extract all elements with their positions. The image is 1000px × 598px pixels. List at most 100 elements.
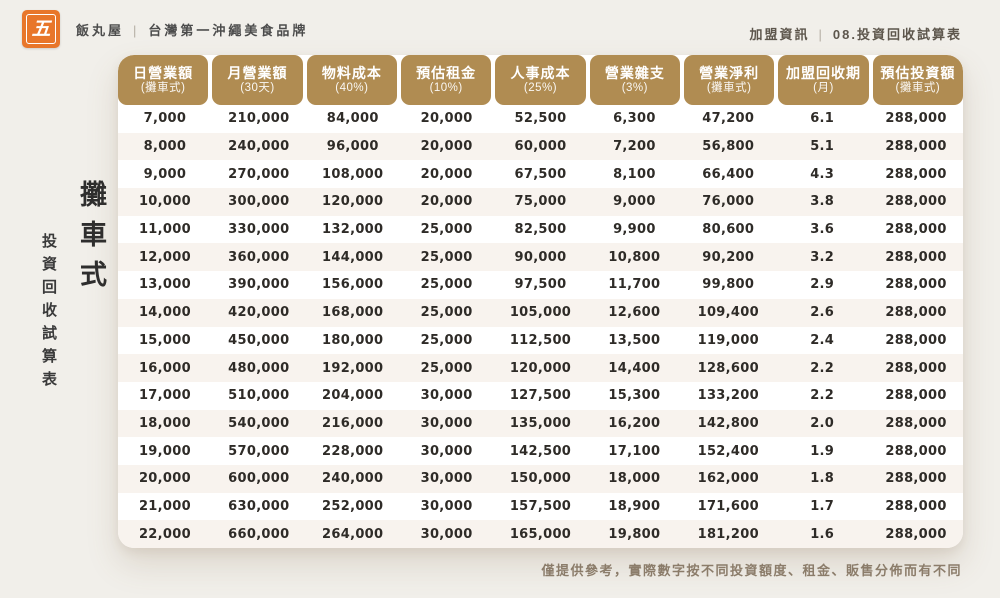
table-cell: 128,600 xyxy=(697,360,759,376)
table-cell: 2.9 xyxy=(810,277,835,293)
table-cell: 66,400 xyxy=(702,166,755,182)
table-row: 12,000 360,000 144,000 25,000 90,000 10,800 90… xyxy=(118,243,963,272)
side-title: 攤車式 投資回收試算表 xyxy=(38,180,111,394)
table-cell: 25,000 xyxy=(420,222,473,238)
table-cell: 18,900 xyxy=(608,498,661,514)
table-cell: 15,000 xyxy=(138,332,191,348)
calc-table-card: 日營業額 (攤車式) 月營業額 (30天) 物料成本 (40%) 預估租金 (10%) 人事成本… xyxy=(118,55,963,548)
table-cell: 10,000 xyxy=(138,194,191,210)
table-cell: 21,000 xyxy=(138,498,191,514)
table-cell: 20,000 xyxy=(420,166,473,182)
table-cell: 288,000 xyxy=(885,249,947,265)
table-cell: 168,000 xyxy=(322,305,384,321)
header-cell: 預估租金 (10%) xyxy=(401,55,492,105)
header-label: 預估投資額 xyxy=(880,64,956,81)
table-cell: 30,000 xyxy=(420,471,473,487)
table-cell: 288,000 xyxy=(885,194,947,210)
table-cell: 7,200 xyxy=(613,139,656,155)
table-cell: 25,000 xyxy=(420,305,473,321)
table-cell: 16,000 xyxy=(138,360,191,376)
table-row: 14,000 420,000 168,000 25,000 105,000 12,600 1… xyxy=(118,298,963,327)
header-sublabel: (攤車式) xyxy=(895,81,941,94)
table-cell: 12,600 xyxy=(608,305,661,321)
table-cell: 13,000 xyxy=(138,277,191,293)
table-cell: 450,000 xyxy=(228,332,290,348)
table-cell: 630,000 xyxy=(228,498,290,514)
table-cell: 30,000 xyxy=(420,526,473,542)
header-cell: 營業雜支 (3%) xyxy=(589,55,680,105)
table-cell: 82,500 xyxy=(514,222,567,238)
table-cell: 25,000 xyxy=(420,360,473,376)
table-cell: 570,000 xyxy=(228,443,290,459)
header-cell: 日營業額 (攤車式) xyxy=(118,55,209,105)
table-cell: 288,000 xyxy=(885,222,947,238)
table-cell: 162,000 xyxy=(697,471,759,487)
table-cell: 14,000 xyxy=(138,305,191,321)
table-cell: 288,000 xyxy=(885,388,947,404)
table-cell: 120,000 xyxy=(322,194,384,210)
table-row: 22,000 660,000 264,000 30,000 165,000 19,800 1… xyxy=(118,520,963,548)
table-cell: 3.6 xyxy=(810,222,835,238)
table-cell: 420,000 xyxy=(228,305,290,321)
header-sublabel: (攤車式) xyxy=(706,81,752,94)
table-cell: 19,000 xyxy=(138,443,191,459)
logo-glyph: 五 xyxy=(26,14,56,44)
header-label: 營業雜支 xyxy=(604,64,665,81)
table-cell: 4.3 xyxy=(810,166,835,182)
table-cell: 600,000 xyxy=(228,471,290,487)
table-cell: 90,200 xyxy=(702,249,755,265)
page-info-title: 08.投資回收試算表 xyxy=(832,27,962,42)
table-cell: 11,000 xyxy=(138,222,191,238)
table-cell: 288,000 xyxy=(885,277,947,293)
table-cell: 180,000 xyxy=(322,332,384,348)
header-cell: 預估投資額 (攤車式) xyxy=(872,55,963,105)
table-cell: 3.8 xyxy=(810,194,835,210)
header-cell: 人事成本 (25%) xyxy=(495,55,586,105)
table-cell: 192,000 xyxy=(322,360,384,376)
table-cell: 300,000 xyxy=(228,194,290,210)
table-cell: 264,000 xyxy=(322,526,384,542)
brand-name: 飯丸屋 xyxy=(76,22,125,38)
footnote: 僅提供參考，實際數字按不同投資額度、租金、販售分佈而有不同 xyxy=(541,563,962,578)
table-header-row: 日營業額 (攤車式) 月營業額 (30天) 物料成本 (40%) 預估租金 (10%) 人事成本… xyxy=(118,55,963,105)
table-body: 7,000 210,000 84,000 20,000 52,500 6,300 47,20… xyxy=(118,105,963,548)
table-row: 18,000 540,000 216,000 30,000 135,000 16,200 1… xyxy=(118,409,963,438)
table-cell: 252,000 xyxy=(322,498,384,514)
table-cell: 288,000 xyxy=(885,526,947,542)
table-row: 7,000 210,000 84,000 20,000 52,500 6,300 47,20… xyxy=(118,105,963,133)
header-label: 預估租金 xyxy=(416,64,477,81)
side-title-sub: 投資回收試算表 xyxy=(40,233,57,394)
table-cell: 288,000 xyxy=(885,498,947,514)
table-cell: 9,000 xyxy=(143,166,187,182)
table-cell: 20,000 xyxy=(420,194,473,210)
table-cell: 67,500 xyxy=(514,166,567,182)
table-cell: 216,000 xyxy=(322,415,384,431)
table-cell: 18,000 xyxy=(608,471,661,487)
table-cell: 144,000 xyxy=(322,249,384,265)
table-cell: 20,000 xyxy=(138,471,191,487)
table-cell: 109,400 xyxy=(697,305,759,321)
table-row: 17,000 510,000 204,000 30,000 127,500 15,300 1… xyxy=(118,382,963,410)
table-row: 10,000 300,000 120,000 20,000 75,000 9,000 76,… xyxy=(118,188,963,216)
table-cell: 480,000 xyxy=(228,360,290,376)
table-cell: 12,000 xyxy=(138,249,191,265)
table-cell: 75,000 xyxy=(514,194,567,210)
table-cell: 7,000 xyxy=(143,111,187,127)
table-cell: 288,000 xyxy=(885,166,947,182)
header-cell: 營業淨利 (攤車式) xyxy=(684,55,775,105)
table-cell: 80,600 xyxy=(702,222,755,238)
table-cell: 11,700 xyxy=(608,277,661,293)
table-cell: 330,000 xyxy=(228,222,290,238)
header-label: 日營業額 xyxy=(133,64,194,81)
table-cell: 181,200 xyxy=(697,526,759,542)
table-cell: 2.2 xyxy=(810,388,835,404)
table-cell: 120,000 xyxy=(509,360,572,376)
table-cell: 288,000 xyxy=(885,443,947,459)
table-cell: 16,200 xyxy=(608,415,661,431)
table-cell: 150,000 xyxy=(509,471,572,487)
table-cell: 2.6 xyxy=(810,305,835,321)
side-title-main: 攤車式 xyxy=(76,180,106,300)
brand-text: 飯丸屋 | 台灣第一沖繩美食品牌 xyxy=(76,20,308,39)
page-info-separator: | xyxy=(818,27,824,42)
table-cell: 20,000 xyxy=(420,139,473,155)
